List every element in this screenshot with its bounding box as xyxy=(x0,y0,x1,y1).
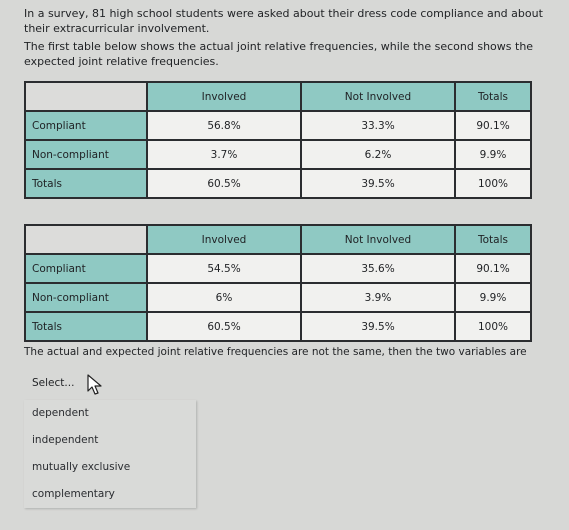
column-header-totals: Totals xyxy=(454,224,532,255)
cell-value: 9.9% xyxy=(454,282,532,313)
row-header-totals: Totals xyxy=(24,311,148,342)
cell-value: 33.3% xyxy=(300,110,456,141)
intro-line-2: The first table below shows the actual j… xyxy=(24,40,534,68)
actual-frequency-table: Involved Not Involved Totals Compliant 5… xyxy=(24,81,532,199)
cell-value: 54.5% xyxy=(146,253,302,284)
option-mutually-exclusive[interactable]: mutually exclusive xyxy=(32,461,131,473)
option-independent[interactable]: independent xyxy=(32,434,99,446)
row-header-compliant: Compliant xyxy=(24,110,148,141)
cell-value: 39.5% xyxy=(300,168,456,199)
cell-value: 100% xyxy=(454,311,532,342)
cell-value: 3.9% xyxy=(300,282,456,313)
row-header-totals: Totals xyxy=(24,168,148,199)
answer-select[interactable]: Select... xyxy=(32,377,75,389)
expected-frequency-table: Involved Not Involved Totals Compliant 5… xyxy=(24,224,532,342)
table-row: Totals 60.5% 39.5% 100% xyxy=(24,168,532,199)
answer-options-list: dependent independent mutually exclusive… xyxy=(24,400,196,508)
option-complementary[interactable]: complementary xyxy=(32,488,115,500)
table-row: Compliant 56.8% 33.3% 90.1% xyxy=(24,110,532,141)
row-header-non-compliant: Non-compliant xyxy=(24,139,148,170)
intro-line-1: In a survey, 81 high school students wer… xyxy=(24,7,543,35)
cell-value: 100% xyxy=(454,168,532,199)
cell-value: 6% xyxy=(146,282,302,313)
table-header-row: Involved Not Involved Totals xyxy=(24,81,532,112)
column-header-not-involved: Not Involved xyxy=(300,81,456,112)
cell-value: 90.1% xyxy=(454,110,532,141)
cell-value: 56.8% xyxy=(146,110,302,141)
row-header-non-compliant: Non-compliant xyxy=(24,282,148,313)
column-header-not-involved: Not Involved xyxy=(300,224,456,255)
cell-value: 35.6% xyxy=(300,253,456,284)
mouse-cursor-icon xyxy=(87,374,102,395)
question-intro: In a survey, 81 high school students wer… xyxy=(24,6,560,72)
table-row: Compliant 54.5% 35.6% 90.1% xyxy=(24,253,532,284)
cell-value: 60.5% xyxy=(146,311,302,342)
row-header-compliant: Compliant xyxy=(24,253,148,284)
cell-value: 3.7% xyxy=(146,139,302,170)
column-header-totals: Totals xyxy=(454,81,532,112)
cell-value: 60.5% xyxy=(146,168,302,199)
cell-value: 90.1% xyxy=(454,253,532,284)
corner-cell xyxy=(24,224,148,255)
table-row: Totals 60.5% 39.5% 100% xyxy=(24,311,532,342)
table-row: Non-compliant 3.7% 6.2% 9.9% xyxy=(24,139,532,170)
conclusion-sentence: The actual and expected joint relative f… xyxy=(24,346,527,358)
column-header-involved: Involved xyxy=(146,224,302,255)
column-header-involved: Involved xyxy=(146,81,302,112)
table-header-row: Involved Not Involved Totals xyxy=(24,224,532,255)
cell-value: 6.2% xyxy=(300,139,456,170)
corner-cell xyxy=(24,81,148,112)
cell-value: 39.5% xyxy=(300,311,456,342)
option-dependent[interactable]: dependent xyxy=(32,407,89,419)
cell-value: 9.9% xyxy=(454,139,532,170)
table-row: Non-compliant 6% 3.9% 9.9% xyxy=(24,282,532,313)
